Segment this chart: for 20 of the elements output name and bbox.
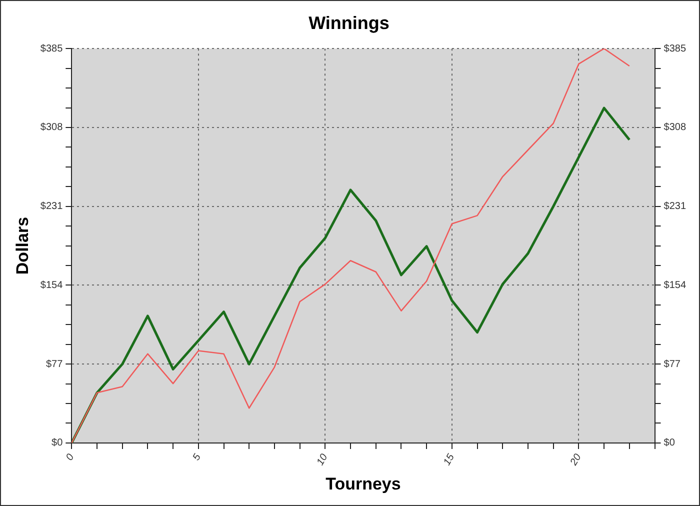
y2-tick-label: $231 [664, 201, 686, 212]
x-tick-label: 15 [442, 452, 458, 468]
y-axis-title: Dollars [12, 216, 32, 275]
x-tick-label: 10 [315, 452, 330, 468]
x-tick-label: 5 [191, 452, 204, 463]
y2-tick-label: $308 [664, 122, 686, 134]
y-tick-label: $308 [40, 122, 64, 134]
y-tick-label: $231 [40, 201, 64, 212]
y-tick-label: $154 [40, 280, 64, 291]
y-tick-label: $385 [40, 43, 64, 54]
y2-tick-label: $77 [664, 358, 681, 370]
y-tick-label: $77 [46, 358, 64, 370]
y2-tick-label: $154 [664, 280, 686, 291]
x-axis-title: Tourneys [326, 474, 401, 494]
x-tick-label: 0 [64, 452, 77, 463]
y-tick-label: $0 [52, 438, 64, 449]
chart-title: Winnings [308, 12, 390, 33]
y2-tick-label: $385 [664, 43, 686, 54]
x-tick-label: 20 [568, 452, 584, 468]
y2-tick-label: $0 [664, 438, 676, 449]
